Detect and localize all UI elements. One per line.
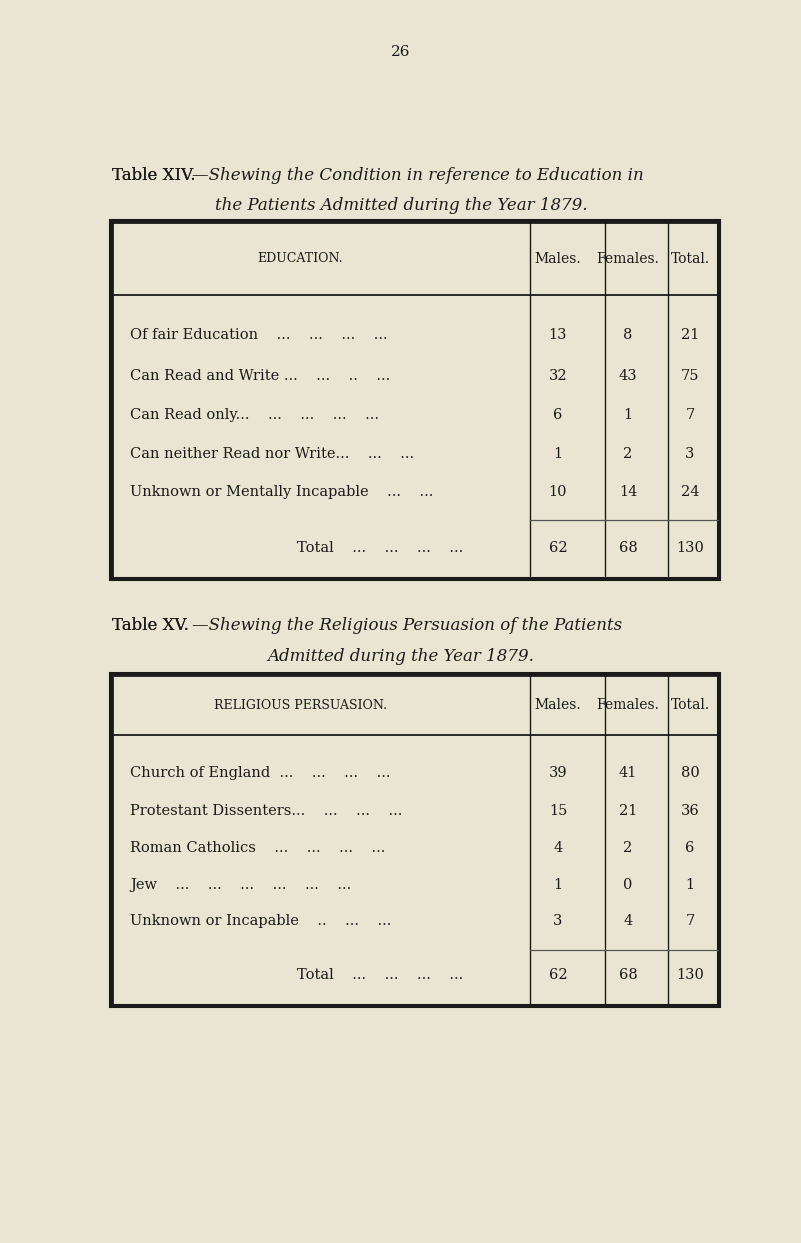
Text: Unknown or Mentally Incapable    ...    ...: Unknown or Mentally Incapable ... ...: [130, 485, 433, 498]
Text: 13: 13: [549, 328, 567, 342]
Text: 26: 26: [391, 45, 411, 58]
Text: Females.: Females.: [597, 699, 659, 712]
Text: 2: 2: [623, 842, 633, 855]
Text: 43: 43: [618, 369, 638, 383]
Text: Admitted during the Year 1879.: Admitted during the Year 1879.: [268, 648, 534, 665]
Text: 7: 7: [686, 914, 694, 929]
Text: EDUCATION.: EDUCATION.: [257, 252, 343, 265]
Text: Table XV.: Table XV.: [112, 617, 189, 634]
Text: Jew    ...    ...    ...    ...    ...    ...: Jew ... ... ... ... ... ...: [130, 878, 352, 892]
Text: 14: 14: [619, 485, 637, 498]
Text: 4: 4: [553, 842, 562, 855]
Text: Males.: Males.: [535, 251, 582, 266]
Text: 15: 15: [549, 804, 567, 818]
Text: 3: 3: [686, 447, 694, 461]
Text: Total.: Total.: [670, 251, 710, 266]
Text: 6: 6: [686, 842, 694, 855]
Text: 130: 130: [676, 541, 704, 556]
Text: 3: 3: [553, 914, 562, 929]
Text: 75: 75: [681, 369, 699, 383]
Text: Table XIV.: Table XIV.: [112, 167, 195, 184]
Text: 41: 41: [619, 766, 637, 781]
Text: 32: 32: [549, 369, 567, 383]
Text: 39: 39: [549, 766, 567, 781]
Text: 7: 7: [686, 408, 694, 423]
Text: 1: 1: [623, 408, 633, 423]
Text: Can Read only...    ...    ...    ...    ...: Can Read only... ... ... ... ...: [130, 408, 379, 423]
Text: Can Read and Write ...    ...    ..    ...: Can Read and Write ... ... .. ...: [130, 369, 390, 383]
Text: —Shewing the Religious Persuasion of the Patients: —Shewing the Religious Persuasion of the…: [192, 617, 622, 634]
Text: 130: 130: [676, 968, 704, 982]
Text: Can neither Read nor Write...    ...    ...: Can neither Read nor Write... ... ...: [130, 447, 414, 461]
Text: 80: 80: [681, 766, 699, 781]
Text: 21: 21: [681, 328, 699, 342]
Text: Church of England  ...    ...    ...    ...: Church of England ... ... ... ...: [130, 766, 391, 781]
Text: Total    ...    ...    ...    ...: Total ... ... ... ...: [297, 541, 463, 556]
Text: 24: 24: [681, 485, 699, 498]
Text: 62: 62: [549, 541, 567, 556]
Text: the Patients Admitted during the Year 1879.: the Patients Admitted during the Year 18…: [215, 196, 587, 214]
Text: 1: 1: [686, 878, 694, 892]
Text: 36: 36: [681, 804, 699, 818]
Text: Table XIV.: Table XIV.: [112, 167, 195, 184]
Text: 0: 0: [623, 878, 633, 892]
Text: Total.: Total.: [670, 699, 710, 712]
Text: Protestant Dissenters...    ...    ...    ...: Protestant Dissenters... ... ... ...: [130, 804, 402, 818]
Text: 21: 21: [619, 804, 637, 818]
Text: 8: 8: [623, 328, 633, 342]
Text: 68: 68: [618, 541, 638, 556]
Text: Table XV.: Table XV.: [112, 617, 189, 634]
Text: Of fair Education    ...    ...    ...    ...: Of fair Education ... ... ... ...: [130, 328, 388, 342]
Text: 1: 1: [553, 878, 562, 892]
Text: 6: 6: [553, 408, 562, 423]
Text: RELIGIOUS PERSUASION.: RELIGIOUS PERSUASION.: [214, 699, 387, 711]
Text: 68: 68: [618, 968, 638, 982]
Text: 10: 10: [549, 485, 567, 498]
Text: 1: 1: [553, 447, 562, 461]
Text: —Shewing the Condition in reference to Education in: —Shewing the Condition in reference to E…: [192, 167, 644, 184]
Text: 4: 4: [623, 914, 633, 929]
Text: Roman Catholics    ...    ...    ...    ...: Roman Catholics ... ... ... ...: [130, 842, 385, 855]
Text: 62: 62: [549, 968, 567, 982]
Text: 2: 2: [623, 447, 633, 461]
Text: Total    ...    ...    ...    ...: Total ... ... ... ...: [297, 968, 463, 982]
Text: Males.: Males.: [535, 699, 582, 712]
Text: Females.: Females.: [597, 251, 659, 266]
Text: Unknown or Incapable    ..    ...    ...: Unknown or Incapable .. ... ...: [130, 914, 392, 929]
